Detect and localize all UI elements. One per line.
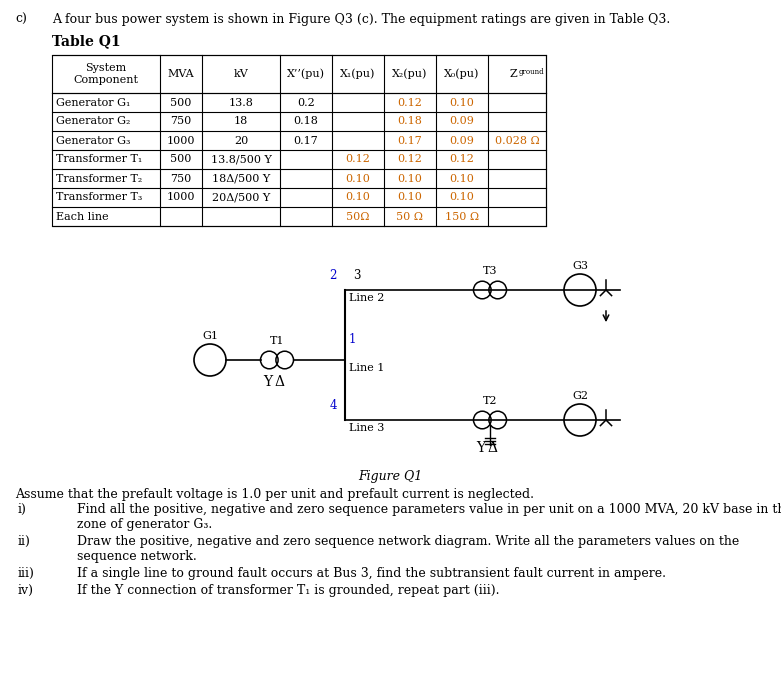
Text: G1: G1 bbox=[202, 331, 218, 341]
Text: 0.10: 0.10 bbox=[345, 174, 370, 183]
Text: X₂(pu): X₂(pu) bbox=[392, 69, 428, 79]
Text: Find all the positive, negative and zero sequence parameters value in per unit o: Find all the positive, negative and zero… bbox=[77, 503, 781, 516]
Text: T1: T1 bbox=[269, 336, 284, 346]
Text: i): i) bbox=[18, 503, 27, 516]
Text: iv): iv) bbox=[18, 584, 34, 597]
Text: 0.028 Ω: 0.028 Ω bbox=[494, 136, 540, 146]
Text: Assume that the prefault voltage is 1.0 per unit and prefault current is neglect: Assume that the prefault voltage is 1.0 … bbox=[15, 488, 534, 501]
Text: ground: ground bbox=[519, 68, 544, 76]
Text: Each line: Each line bbox=[56, 212, 109, 221]
Text: 20: 20 bbox=[234, 136, 248, 146]
Text: 0.12: 0.12 bbox=[398, 155, 423, 165]
Text: G3: G3 bbox=[572, 261, 588, 271]
Text: 0.18: 0.18 bbox=[294, 116, 319, 127]
Text: 1: 1 bbox=[349, 333, 356, 346]
Text: X’’(pu): X’’(pu) bbox=[287, 69, 325, 79]
Text: A four bus power system is shown in Figure Q3 (c). The equipment ratings are giv: A four bus power system is shown in Figu… bbox=[52, 13, 670, 26]
Text: Figure Q1: Figure Q1 bbox=[358, 470, 422, 483]
Text: 13.8: 13.8 bbox=[229, 97, 254, 108]
Text: If the Y connection of transformer T₁ is grounded, repeat part (iii).: If the Y connection of transformer T₁ is… bbox=[77, 584, 500, 597]
Text: Y: Y bbox=[476, 441, 485, 455]
Text: 0.09: 0.09 bbox=[450, 136, 474, 146]
Text: 750: 750 bbox=[170, 174, 191, 183]
Text: 0.2: 0.2 bbox=[297, 97, 315, 108]
Text: 2: 2 bbox=[330, 269, 337, 282]
Text: 0.12: 0.12 bbox=[398, 97, 423, 108]
Text: X₀(pu): X₀(pu) bbox=[444, 69, 480, 79]
Text: 0.10: 0.10 bbox=[398, 193, 423, 202]
Text: Transformer T₃: Transformer T₃ bbox=[56, 193, 142, 202]
Text: System
Component: System Component bbox=[73, 63, 138, 85]
Text: iii): iii) bbox=[18, 567, 35, 580]
Text: 1000: 1000 bbox=[167, 193, 195, 202]
Text: 0.10: 0.10 bbox=[345, 193, 370, 202]
Text: Generator G₃: Generator G₃ bbox=[56, 136, 130, 146]
Text: 500: 500 bbox=[170, 97, 191, 108]
Text: MVA: MVA bbox=[168, 69, 194, 79]
Bar bbox=[52, 55, 546, 226]
Text: Line 3: Line 3 bbox=[349, 423, 384, 433]
Text: Y: Y bbox=[263, 375, 272, 389]
Text: Δ: Δ bbox=[274, 375, 284, 389]
Text: 0.10: 0.10 bbox=[450, 193, 474, 202]
Text: 0.10: 0.10 bbox=[450, 97, 474, 108]
Text: 500: 500 bbox=[170, 155, 191, 165]
Text: Generator G₁: Generator G₁ bbox=[56, 97, 130, 108]
Text: 0.10: 0.10 bbox=[398, 174, 423, 183]
Text: 0.09: 0.09 bbox=[450, 116, 474, 127]
Text: ii): ii) bbox=[18, 535, 31, 548]
Text: sequence network.: sequence network. bbox=[77, 550, 197, 563]
Text: 0.12: 0.12 bbox=[450, 155, 474, 165]
Text: 50 Ω: 50 Ω bbox=[397, 212, 423, 221]
Text: Δ: Δ bbox=[487, 441, 497, 455]
Text: T2: T2 bbox=[483, 396, 497, 406]
Text: 0.17: 0.17 bbox=[398, 136, 423, 146]
Text: 750: 750 bbox=[170, 116, 191, 127]
Text: 0.18: 0.18 bbox=[398, 116, 423, 127]
Text: T3: T3 bbox=[483, 266, 497, 276]
Text: Draw the positive, negative and zero sequence network diagram. Write all the par: Draw the positive, negative and zero seq… bbox=[77, 535, 740, 548]
Text: 1000: 1000 bbox=[167, 136, 195, 146]
Text: Line 1: Line 1 bbox=[349, 363, 384, 373]
Text: 3: 3 bbox=[353, 269, 361, 282]
Text: X₁(pu): X₁(pu) bbox=[341, 69, 376, 79]
Text: c): c) bbox=[15, 13, 27, 26]
Text: 18: 18 bbox=[234, 116, 248, 127]
Text: If a single line to ground fault occurs at Bus 3, find the subtransient fault cu: If a single line to ground fault occurs … bbox=[77, 567, 666, 580]
Text: Table Q1: Table Q1 bbox=[52, 34, 120, 48]
Text: zone of generator G₃.: zone of generator G₃. bbox=[77, 518, 212, 531]
Text: 4: 4 bbox=[330, 399, 337, 412]
Text: Transformer T₂: Transformer T₂ bbox=[56, 174, 142, 183]
Text: 150 Ω: 150 Ω bbox=[445, 212, 479, 221]
Text: Line 2: Line 2 bbox=[349, 293, 384, 303]
Text: G2: G2 bbox=[572, 391, 588, 401]
Text: 0.10: 0.10 bbox=[450, 174, 474, 183]
Text: Generator G₂: Generator G₂ bbox=[56, 116, 130, 127]
Text: 0.17: 0.17 bbox=[294, 136, 319, 146]
Text: 20Δ/500 Y: 20Δ/500 Y bbox=[212, 193, 270, 202]
Text: kV: kV bbox=[234, 69, 248, 79]
Text: 13.8/500 Y: 13.8/500 Y bbox=[211, 155, 272, 165]
Text: Z: Z bbox=[509, 69, 517, 79]
Text: 18Δ/500 Y: 18Δ/500 Y bbox=[212, 174, 270, 183]
Text: Transformer T₁: Transformer T₁ bbox=[56, 155, 142, 165]
Text: 0.12: 0.12 bbox=[345, 155, 370, 165]
Text: 50Ω: 50Ω bbox=[346, 212, 369, 221]
